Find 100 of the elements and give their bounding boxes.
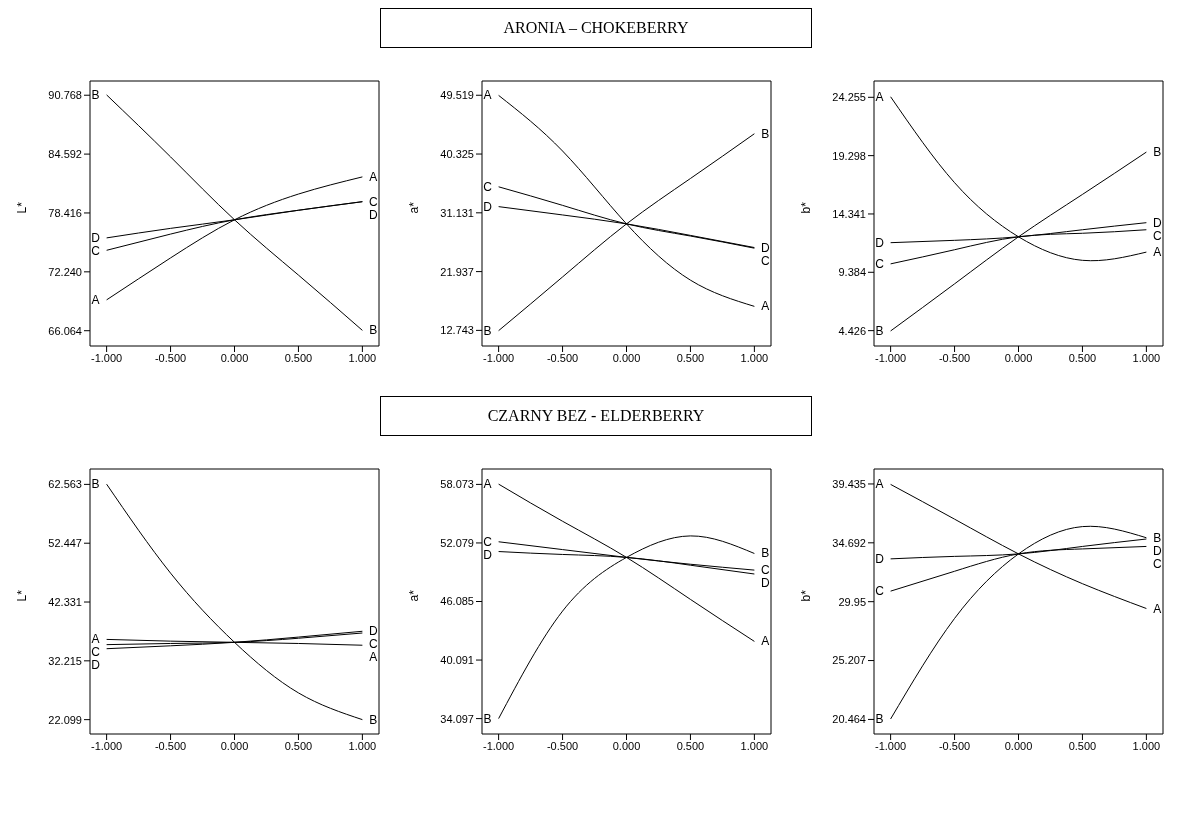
series-label: B [91,477,100,492]
text: B [761,126,770,141]
x-tick-label: 0.000 [220,351,249,364]
text: C [1153,228,1162,243]
y-tick-label: 62.563 [48,478,82,491]
x-tick-label: -1.000 [875,739,907,752]
y-tick-label: 24.255 [832,91,866,104]
y-tick-label: 19.298 [832,149,866,162]
y-tick-label: 49.519 [440,89,474,102]
x-tick-label: 0.500 [1068,739,1097,752]
x-tick-label: 0.500 [676,351,705,364]
text: C [1153,556,1162,571]
series-label: A [1153,245,1162,260]
x-tick-label: 1.000 [348,351,377,364]
x-tick-label: 1.000 [1132,739,1161,752]
y-tick-label: 78.416 [48,206,82,219]
text: C [483,534,492,549]
y-tick-label: 21.937 [440,265,474,278]
text: D [369,207,378,222]
y-tick-label: 84.592 [48,148,82,160]
text: B [369,712,378,727]
x-tick-label: 1.000 [1132,351,1161,364]
text: B [875,323,884,338]
y-tick-label: 46.085 [440,595,474,608]
series-label: A [91,292,100,307]
x-tick-label: -1.000 [483,351,515,364]
y-tick-label: 34.097 [440,712,474,725]
y-axis-title: L* [15,589,30,602]
y-tick-label: 9.384 [838,266,866,279]
series-label: D [369,624,379,639]
series-label: B [1153,145,1162,160]
text: B [761,546,770,561]
text: C [91,243,100,258]
y-axis-title: L* [15,201,30,214]
series-label: D [91,230,101,245]
series-label: B [1153,530,1162,545]
x-tick-label: -1.000 [91,739,123,752]
text: D [483,547,492,562]
y-tick-label: 31.131 [440,206,474,219]
x-tick-label: 0.000 [612,351,641,364]
y-axis-title: b* [799,201,814,214]
y-tick-label: 22.099 [48,713,82,726]
x-tick-label: 0.000 [1004,351,1033,364]
series-label: A [1153,601,1162,616]
text: C [369,637,378,652]
y-tick-label: 52.447 [48,537,82,550]
y-tick-label: 90.768 [48,89,82,102]
x-tick-label: -1.000 [91,351,123,364]
y-tick-label: 14.341 [832,207,866,220]
series-label: D [875,551,885,566]
text: D [1153,543,1162,558]
x-tick-label: 0.000 [220,739,249,752]
y-tick-label: 12.743 [440,324,474,337]
series-label: A [91,632,100,647]
series-label: A [483,477,492,492]
x-tick-label: 0.000 [1004,739,1033,752]
x-tick-label: -0.500 [938,351,971,364]
text: A [369,169,378,184]
x-tick-label: 1.000 [740,351,769,364]
x-tick-label: 0.500 [284,351,313,364]
text: D [875,235,884,250]
series-label: B [91,87,100,102]
y-tick-label: 40.091 [440,653,474,666]
x-tick-label: 0.500 [1068,351,1097,364]
x-tick-label: -0.500 [546,739,579,752]
text: A [761,634,770,649]
series-label: D [1153,215,1163,230]
series-label: B [483,711,492,726]
y-tick-label: 42.331 [48,595,82,608]
y-tick-label: 29.95 [838,595,866,608]
x-tick-label: 1.000 [740,739,769,752]
text: A [369,650,378,665]
y-axis-title: b* [799,589,814,602]
x-tick-label: -0.500 [154,351,187,364]
text: D [483,199,492,214]
series-label: B [483,323,492,338]
series-label: D [761,576,771,591]
series-label: C [91,645,101,660]
y-axis-title: a* [407,201,422,214]
chart-title: CZARNY BEZ - ELDERBERRY [380,396,812,436]
series-label: C [761,563,771,578]
text: B [369,323,378,338]
series-label: D [761,240,771,255]
series-label: C [483,179,493,194]
series-label: A [761,299,770,314]
y-tick-label: 40.325 [440,147,474,160]
text: A [875,477,884,492]
x-tick-label: 1.000 [348,739,377,752]
x-tick-label: 0.500 [284,739,313,752]
y-tick-label: 58.073 [440,478,474,491]
text: C [761,253,770,268]
text: A [483,88,492,103]
x-tick-label: 0.500 [676,739,705,752]
y-tick-label: 20.464 [832,713,866,726]
y-tick-label: 4.426 [838,324,866,337]
y-axis-title: a* [407,589,422,602]
y-tick-label: 25.207 [832,654,866,667]
y-tick-label: 34.692 [832,536,866,549]
series-label: C [369,194,379,209]
chart-title: ARONIA – CHOKEBERRY [380,8,812,48]
